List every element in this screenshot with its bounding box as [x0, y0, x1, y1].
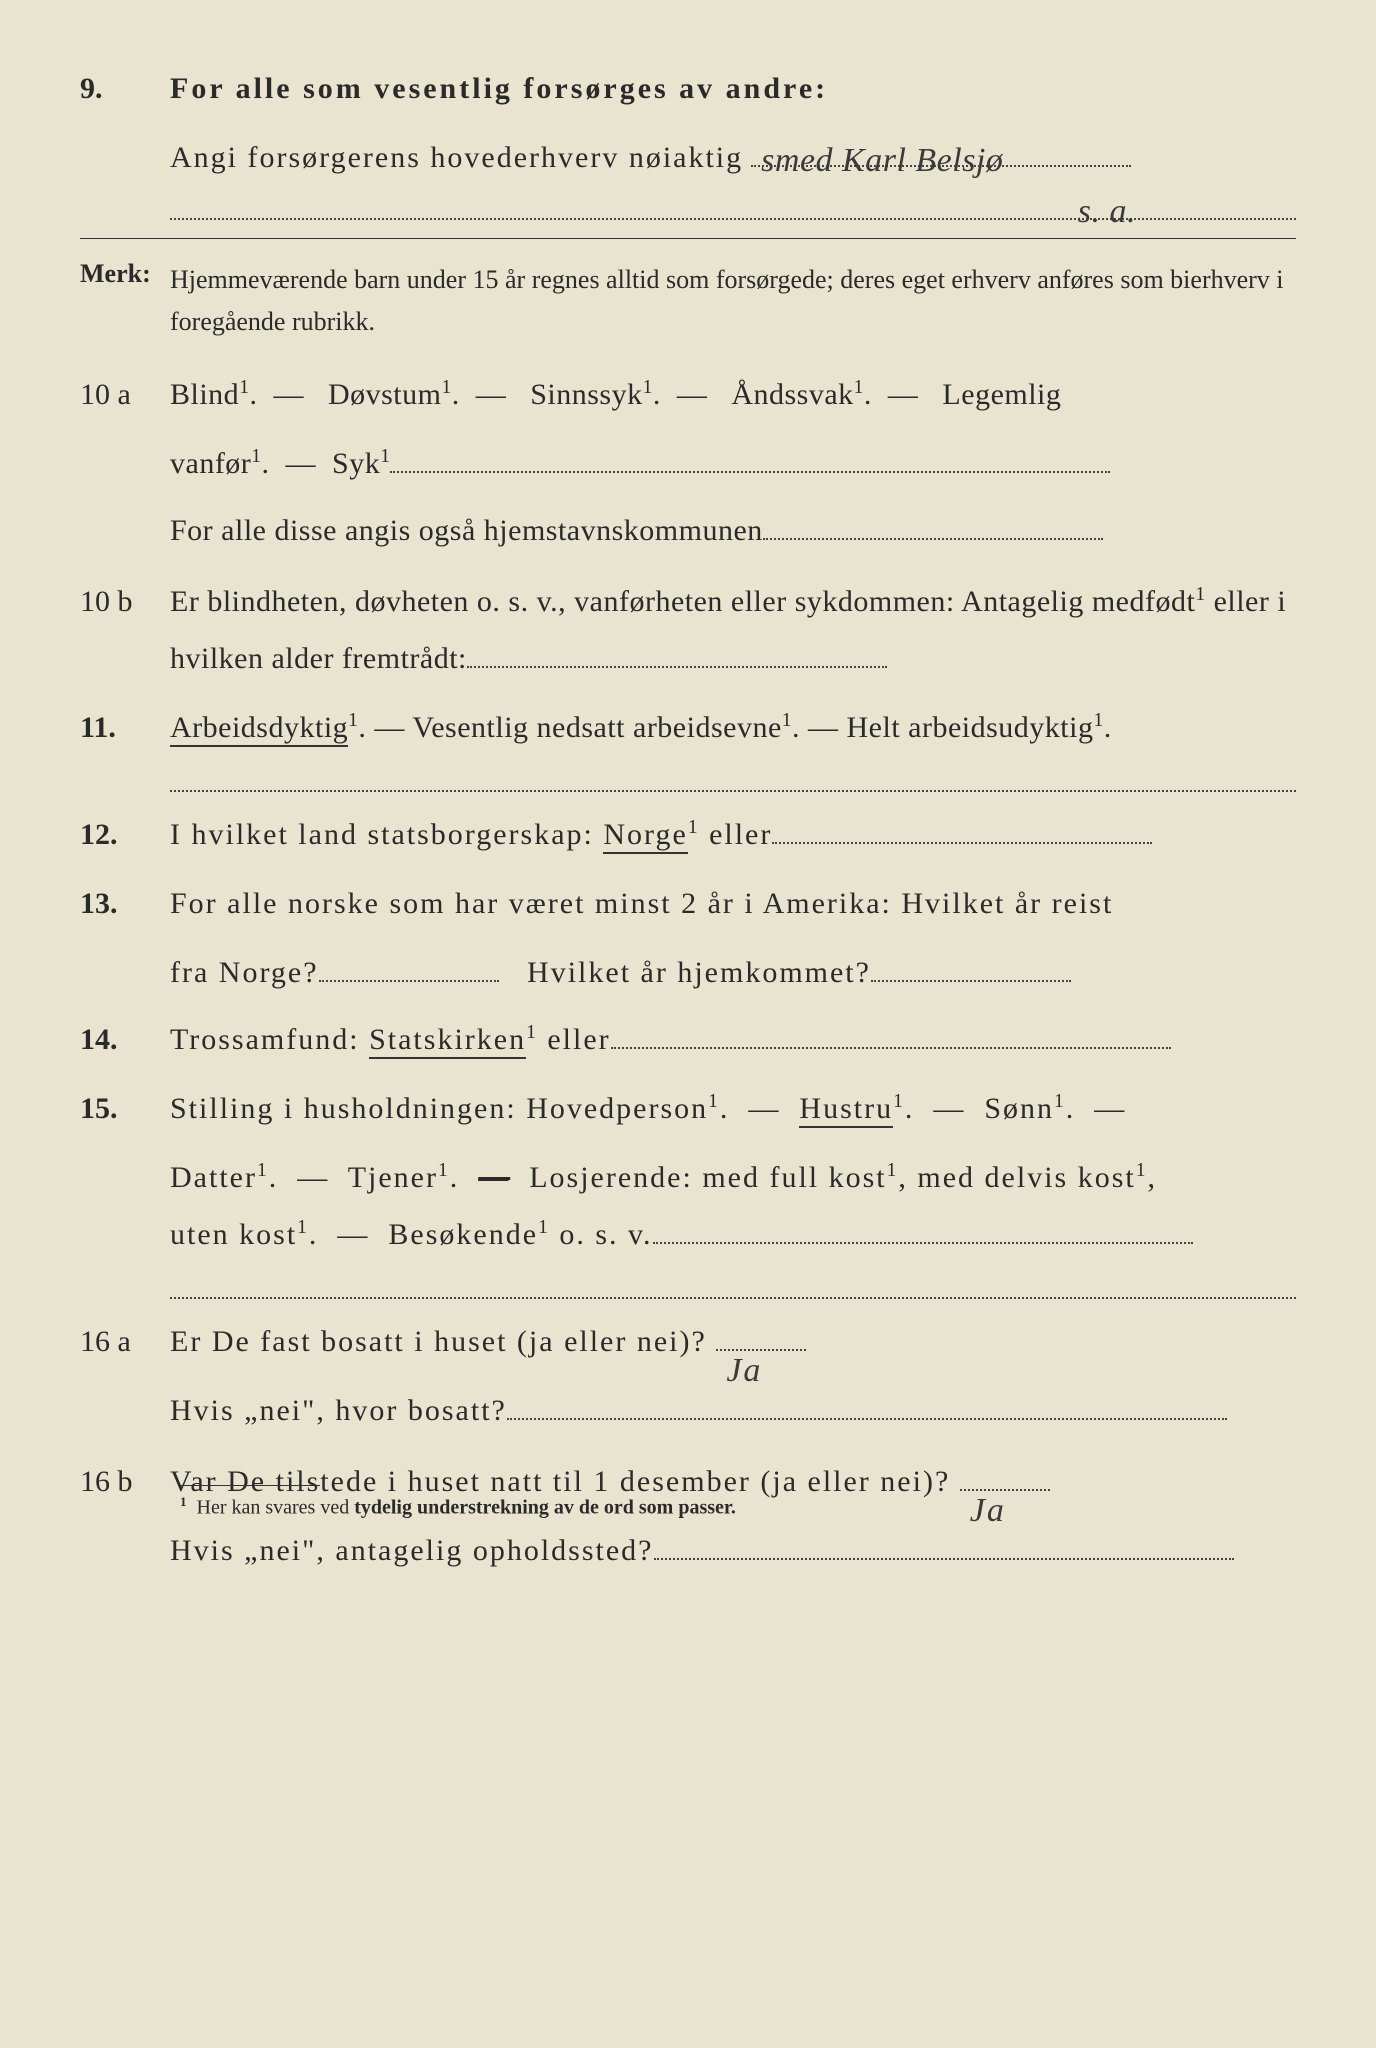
- footnote: 1 Her kan svares ved tydelig understrekn…: [180, 1485, 736, 1520]
- q10a-andssvak: Åndssvak: [731, 378, 853, 411]
- q15-besokende: Besøkende: [388, 1218, 538, 1251]
- q15-row: 15. Stilling i husholdningen: Hovedperso…: [80, 1080, 1296, 1137]
- q9-answer-line1: smed Karl Belsjø: [751, 137, 1131, 167]
- q10a-line2: vanfør1. — Syk1: [170, 435, 1296, 492]
- q15-sonn: Sønn: [984, 1092, 1054, 1125]
- q13-text1: For alle norske som har været minst 2 år…: [170, 887, 1113, 920]
- q13-fra-norge: fra Norge?: [170, 956, 319, 989]
- footnote-rule: [180, 1485, 320, 1486]
- q16a-text: Er De fast bosatt i huset (ja eller nei)…: [170, 1325, 707, 1358]
- q14-text: Trossamfund:: [170, 1023, 369, 1056]
- census-form-page: 9. For alle som vesentlig forsørges av a…: [80, 60, 1296, 1579]
- q12-number: 12.: [80, 806, 170, 863]
- q16b-line2: Hvis „nei", antagelig opholdssted?: [170, 1522, 1296, 1579]
- footnote-text: Her kan svares ved tydelig understreknin…: [197, 1496, 736, 1518]
- q10a-dovstum: Døvstum: [328, 378, 442, 411]
- q10a-syk: Syk: [332, 447, 380, 480]
- q12-norge: Norge: [603, 818, 687, 854]
- q13-row: 13. For alle norske som har været minst …: [80, 875, 1296, 932]
- q16b-number: 16 b: [80, 1453, 170, 1510]
- merk-label: Merk:: [80, 259, 170, 289]
- q14-row: 14. Trossamfund: Statskirken1 eller: [80, 1011, 1296, 1068]
- q9-label: Angi forsørgerens hovederhverv nøiaktig: [170, 141, 743, 174]
- q14-number: 14.: [80, 1011, 170, 1068]
- q9-handwritten-2: s. a.: [1078, 180, 1136, 245]
- q15-hustru: Hustru: [799, 1092, 893, 1128]
- merk-text: Hjemmeværende barn under 15 år regnes al…: [170, 259, 1296, 342]
- q16b-hvis-nei: Hvis „nei", antagelig opholdssted?: [170, 1534, 654, 1567]
- q11-row: 11. Arbeidsdyktig1. — Vesentlig nedsatt …: [80, 699, 1296, 756]
- q16a-answer: Ja: [716, 1349, 806, 1351]
- q14-suffix: eller: [538, 1023, 611, 1056]
- q15-utenkost: uten kost: [170, 1218, 297, 1251]
- q13-hjemkommet: Hvilket år hjemkommet?: [527, 956, 871, 989]
- q14-statskirken: Statskirken: [369, 1023, 526, 1059]
- q15-fullkost: Losjerende: med full kost: [529, 1161, 886, 1194]
- q16a-line2: Hvis „nei", hvor bosatt?: [170, 1382, 1296, 1439]
- q9-heading-row: 9. For alle som vesentlig forsørges av a…: [80, 60, 1296, 117]
- q10a-line3: For alle disse angis også hjemstavnskomm…: [170, 502, 1296, 559]
- q13-line2: fra Norge? Hvilket år hjemkommet?: [170, 944, 1296, 1001]
- q11-udyktig: Helt arbeidsudyktig: [847, 711, 1094, 744]
- q10a-row: 10 a Blind1. — Døvstum1. — Sinnssyk1. — …: [80, 366, 1296, 423]
- q9-number: 9.: [80, 60, 170, 117]
- q10a-number: 10 a: [80, 366, 170, 423]
- q15-datter: Datter: [170, 1161, 257, 1194]
- q10a-blind: Blind: [170, 378, 239, 411]
- q10b-number: 10 b: [80, 573, 170, 630]
- q9-handwritten-1: smed Karl Belsjø: [761, 129, 1003, 194]
- q12-text: I hvilket land statsborgerskap:: [170, 818, 603, 851]
- q12-suffix: eller: [700, 818, 773, 851]
- q15-hovedperson: Stilling i husholdningen: Hovedperson: [170, 1092, 708, 1125]
- q15-number: 15.: [80, 1080, 170, 1137]
- q10a-legemlig: Legemlig: [942, 378, 1061, 411]
- q10a-sinnssyk: Sinnssyk: [530, 378, 642, 411]
- q10b-text: Er blindheten, døvheten o. s. v., vanfør…: [170, 585, 1195, 618]
- q15-line2: Datter1. — Tjener1. — Losjerende: med fu…: [170, 1149, 1296, 1206]
- q16a-number: 16 a: [80, 1313, 170, 1370]
- q15-line3: uten kost1. — Besøkende1 o. s. v.: [170, 1206, 1296, 1263]
- q13-number: 13.: [80, 875, 170, 932]
- q9-line1: Angi forsørgerens hovederhverv nøiaktig …: [80, 129, 1296, 186]
- q9-answer-line2: s. a.: [170, 190, 1296, 220]
- q15-osv: o. s. v.: [550, 1218, 653, 1251]
- q11-arbeidsdyktig: Arbeidsdyktig: [170, 711, 348, 747]
- q11-nedsatt: Vesentlig nedsatt arbeidsevne: [412, 711, 781, 744]
- q16b-answer: Ja: [960, 1489, 1050, 1491]
- q16a-row: 16 a Er De fast bosatt i huset (ja eller…: [80, 1313, 1296, 1370]
- q15-tjener: Tjener: [348, 1161, 438, 1194]
- q11-blank-line: [170, 768, 1296, 792]
- q15-blank-line: [170, 1275, 1296, 1299]
- q10a-hjemstavn: For alle disse angis også hjemstavnskomm…: [170, 514, 763, 547]
- q9-heading: For alle som vesentlig forsørges av andr…: [170, 60, 1296, 117]
- footnote-marker: 1: [180, 1494, 187, 1509]
- q10b-row: 10 b Er blindheten, døvheten o. s. v., v…: [80, 573, 1296, 687]
- q9-line2: s. a.: [80, 190, 1296, 220]
- q10a-vanfor: vanfør: [170, 447, 251, 480]
- q12-row: 12. I hvilket land statsborgerskap: Norg…: [80, 806, 1296, 863]
- q16a-hvis-nei: Hvis „nei", hvor bosatt?: [170, 1394, 507, 1427]
- q15-delviskost: med delvis kost: [917, 1161, 1135, 1194]
- merk-note: Merk: Hjemmeværende barn under 15 år reg…: [80, 238, 1296, 342]
- q11-number: 11.: [80, 699, 170, 756]
